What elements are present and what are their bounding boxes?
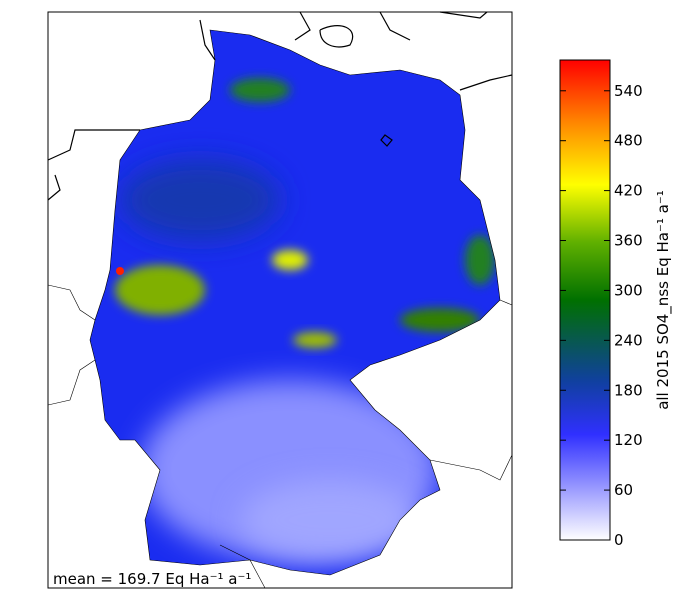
colorbar-tick-label: 120 (614, 431, 643, 449)
colorbar-tick-label: 60 (614, 481, 633, 499)
colorbar-tick-label: 300 (614, 281, 643, 299)
colorbar-tick-label: 420 (614, 182, 643, 200)
colorbar-tick-label: 180 (614, 381, 643, 399)
mean-annotation: mean = 169.7 Eq Ha⁻¹ a⁻¹ (53, 570, 251, 588)
coastlines (47, 11, 513, 201)
colorbar-tick-label: 480 (614, 132, 643, 150)
colorbar-tick-label: 240 (614, 331, 643, 349)
colorbar-tick-label: 360 (614, 232, 643, 250)
colorbar-label: all 2015 SO4_nss Eq Ha⁻¹ a⁻¹ (654, 190, 673, 410)
colorbar-tick-label: 540 (614, 82, 643, 100)
colorbar-ticks: 0 60 120 180 240 300 360 420 480 540 (560, 82, 643, 549)
colorbar-tick-label: 0 (614, 531, 624, 549)
colorbar (559, 59, 611, 541)
borders (47, 284, 513, 589)
